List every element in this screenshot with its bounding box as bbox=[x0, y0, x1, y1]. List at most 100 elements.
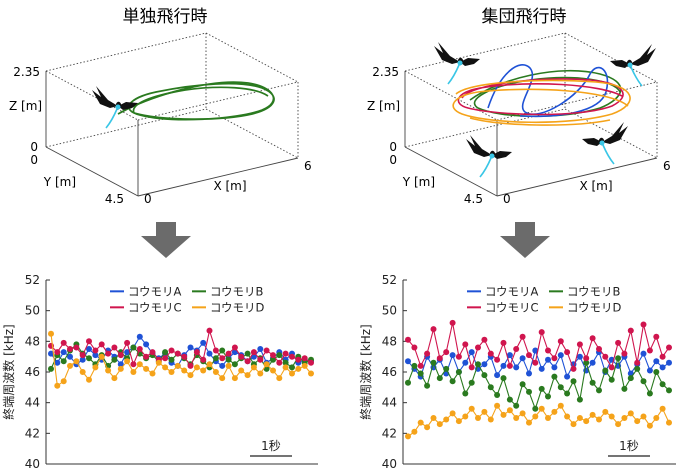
chart-single-flight: 40 42 44 46 48 50 52 終端周波数 [kHz] コウモリA コウモリB コウモリC… bbox=[1, 273, 318, 471]
bat-group-4 bbox=[582, 122, 628, 165]
data-point bbox=[79, 356, 86, 363]
data-point bbox=[424, 350, 431, 357]
data-point bbox=[500, 362, 507, 369]
box-edge bbox=[45, 146, 139, 197]
y-axis-label: Y [m] bbox=[43, 175, 76, 189]
data-point bbox=[551, 373, 558, 380]
data-point bbox=[136, 333, 143, 340]
data-point bbox=[621, 350, 628, 357]
data-point bbox=[295, 356, 302, 363]
data-point bbox=[231, 344, 238, 351]
data-point bbox=[519, 333, 526, 340]
data-point bbox=[557, 402, 564, 409]
data-point bbox=[136, 346, 143, 352]
legend-label: コウモリC bbox=[485, 300, 539, 314]
data-point bbox=[86, 376, 92, 383]
data-point bbox=[596, 346, 602, 352]
data-point bbox=[149, 349, 156, 356]
data-point bbox=[212, 347, 219, 354]
data-point bbox=[564, 413, 571, 420]
y-tick-label: 48 bbox=[382, 334, 397, 348]
data-point bbox=[270, 356, 276, 363]
panel-title-group: 集団飛行時 bbox=[482, 7, 567, 27]
data-point bbox=[640, 321, 647, 328]
data-point bbox=[570, 365, 577, 372]
data-point bbox=[564, 349, 571, 356]
data-point bbox=[187, 372, 194, 379]
box-3d-single bbox=[45, 32, 299, 197]
data-point bbox=[143, 341, 150, 348]
data-point bbox=[481, 372, 488, 379]
data-point bbox=[462, 390, 469, 397]
data-point bbox=[551, 355, 558, 362]
data-point bbox=[301, 355, 308, 362]
data-point bbox=[225, 356, 232, 363]
data-point bbox=[231, 361, 238, 368]
data-point bbox=[405, 379, 411, 386]
data-point bbox=[653, 333, 660, 340]
data-point bbox=[615, 355, 622, 362]
y-tick-label: 40 bbox=[382, 457, 397, 471]
data-point bbox=[225, 350, 232, 357]
data-point bbox=[86, 338, 92, 345]
y-tick-label: 46 bbox=[25, 365, 40, 379]
data-point bbox=[487, 350, 494, 357]
data-point bbox=[646, 367, 653, 374]
trajectory-single bbox=[117, 81, 275, 121]
data-point bbox=[206, 350, 213, 357]
time-scale-label: 1秒 bbox=[619, 439, 639, 453]
data-point bbox=[659, 381, 666, 388]
data-point bbox=[481, 336, 488, 343]
data-point bbox=[48, 365, 54, 372]
data-point bbox=[621, 385, 628, 392]
data-point bbox=[73, 344, 80, 351]
data-point bbox=[282, 350, 289, 357]
data-point bbox=[430, 326, 437, 333]
data-point bbox=[589, 411, 596, 418]
data-point bbox=[608, 413, 615, 420]
data-point bbox=[443, 416, 450, 423]
data-point bbox=[615, 339, 622, 346]
data-point bbox=[219, 375, 226, 382]
data-point bbox=[640, 378, 647, 385]
data-point bbox=[193, 349, 200, 356]
data-point bbox=[206, 361, 213, 368]
data-point bbox=[557, 384, 564, 391]
data-point bbox=[60, 349, 67, 356]
data-point bbox=[634, 418, 641, 425]
bat-group-2 bbox=[610, 44, 656, 87]
data-point bbox=[405, 358, 411, 365]
data-point bbox=[212, 355, 219, 362]
data-point bbox=[48, 350, 54, 357]
data-point bbox=[646, 422, 653, 429]
arrow-down-icon bbox=[141, 222, 191, 258]
data-point bbox=[532, 359, 539, 366]
data-point bbox=[411, 428, 418, 435]
data-point bbox=[86, 355, 92, 362]
y-tick-label: 40 bbox=[25, 457, 40, 471]
data-point bbox=[124, 339, 131, 346]
z-tick-bottom: 0 bbox=[389, 140, 397, 154]
data-point bbox=[666, 359, 672, 366]
data-point bbox=[557, 338, 564, 345]
data-point bbox=[67, 362, 73, 369]
y-tick-label: 50 bbox=[25, 304, 40, 318]
data-point bbox=[282, 359, 289, 366]
data-point bbox=[468, 379, 475, 386]
trajectory-line-c bbox=[457, 78, 624, 116]
data-point bbox=[155, 359, 162, 366]
data-point bbox=[54, 349, 61, 356]
x-tick-left: 0 bbox=[144, 192, 152, 206]
data-point bbox=[532, 347, 539, 354]
data-point bbox=[576, 341, 583, 348]
data-point bbox=[621, 415, 628, 421]
data-point bbox=[289, 353, 295, 360]
box-edge bbox=[404, 32, 566, 72]
data-point bbox=[48, 330, 54, 337]
time-scale-label: 1秒 bbox=[261, 439, 281, 453]
data-point bbox=[73, 358, 80, 365]
data-point bbox=[263, 361, 270, 368]
data-point bbox=[659, 353, 666, 360]
data-point bbox=[551, 408, 558, 415]
legend-label: コウモリD bbox=[567, 300, 622, 314]
